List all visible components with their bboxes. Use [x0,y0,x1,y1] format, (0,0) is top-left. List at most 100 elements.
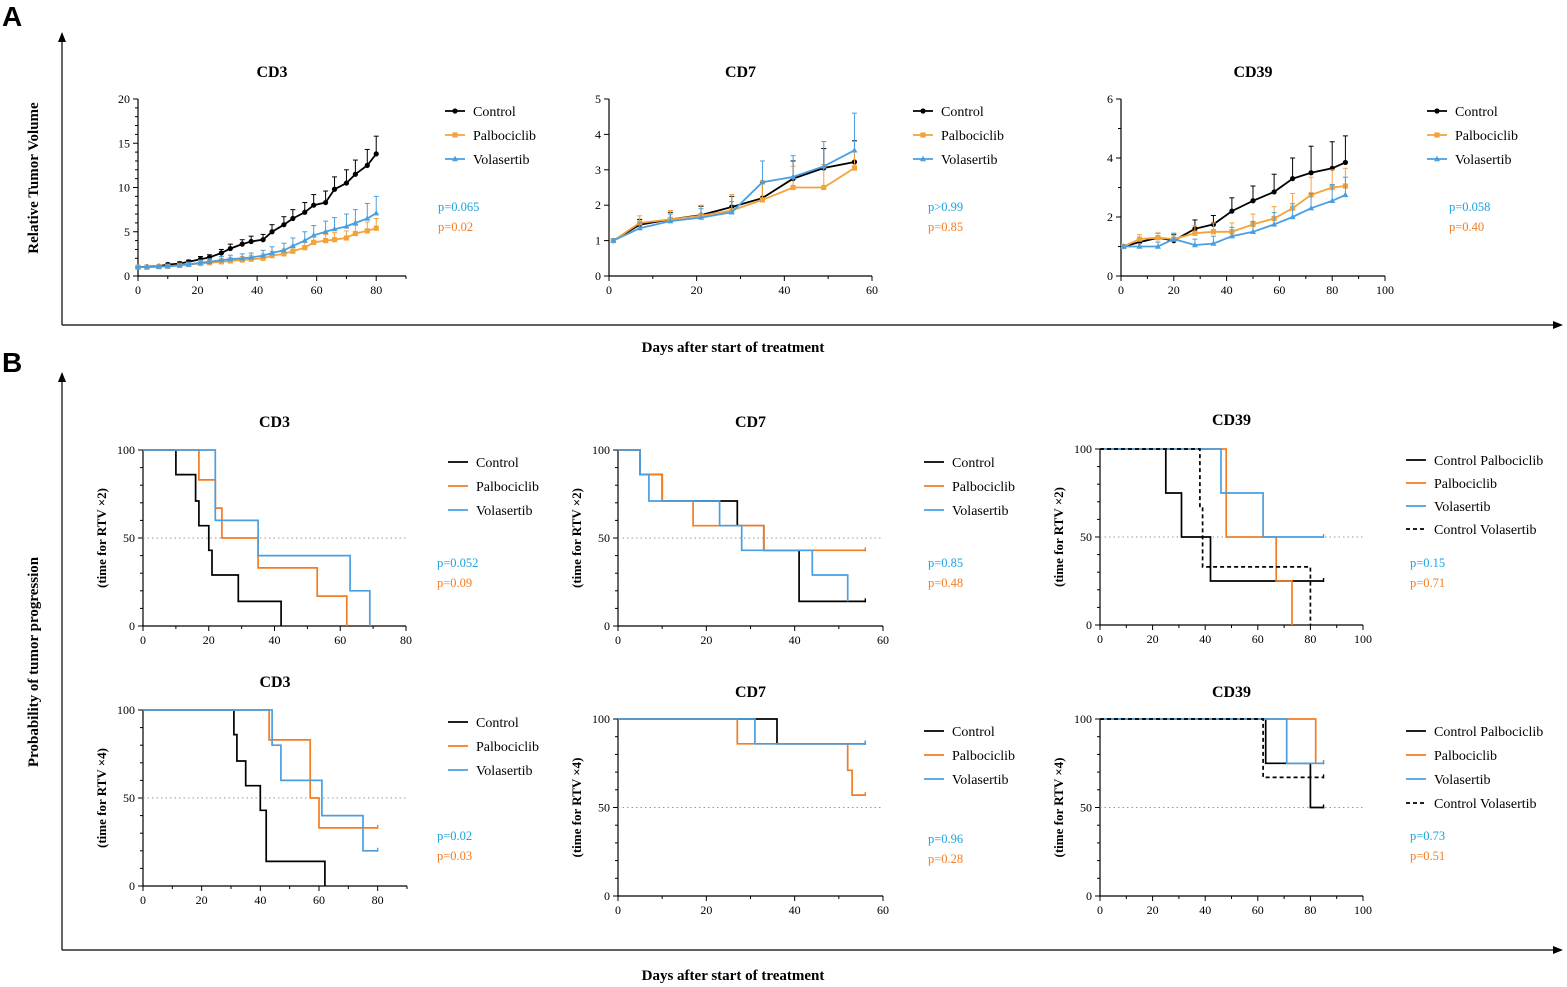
chart-b6-cd39-km-x4: CD39 0 20 40 60 80 100 0 50 100 (time for RTV ×4) C… [1051,684,1543,917]
series-line-control [137,153,377,268]
series-line-palbociclib [143,449,348,626]
legend-label: Volasertib [1434,773,1491,788]
p-value-palbociclib: p=0.40 [1449,220,1484,234]
data-point [331,225,338,232]
data-point [311,239,317,245]
data-point [373,225,379,231]
legend-label: Volasertib [476,504,533,519]
series-line-volasertib [1100,718,1324,765]
series-line-palbociclib [612,167,855,242]
series-control [143,449,282,626]
x-tick-label: 0 [1118,283,1124,297]
panel-b-frame-y-arrow [58,372,66,382]
legend-item-volasertib: Volasertib [1406,773,1491,788]
legend-item-control: Control [913,105,984,120]
x-tick-label: 40 [1199,632,1211,646]
legend-label: Palbociclib [1434,749,1497,764]
data-point [343,180,350,186]
data-point [364,162,370,168]
x-tick-label: 0 [606,283,612,297]
legend-label: Palbociclib [952,480,1015,495]
y-tick-label: 1 [595,234,601,248]
legend-label: Volasertib [473,153,530,168]
x-tick-label: 60 [313,893,325,907]
data-point [1342,159,1348,166]
x-tick-label: 40 [1221,283,1233,297]
legend-marker [1434,155,1440,162]
legend-item-palbociclib: Palbociclib [1427,129,1518,144]
y-tick-label: 50 [1080,801,1092,815]
series-volasertib [143,709,379,852]
x-tick-label: 20 [196,893,208,907]
data-point [698,214,705,220]
x-tick-label: 20 [1168,283,1180,297]
data-point [1170,235,1177,242]
data-point [790,173,797,180]
y-tick-label: 4 [1107,151,1113,165]
legend-item-control: Control [448,716,519,731]
x-tick-label: 40 [254,893,266,907]
y-axis-label: (time for RTV ×2) [1051,487,1066,587]
series-palbociclib [610,140,858,244]
y-axis-label: (time for RTV ×4) [94,748,109,848]
panel-letter-b: B [2,347,22,378]
panel-a-x-label: Days after start of treatment [642,340,825,356]
data-point [206,258,213,265]
legend-label: Control Volasertib [1434,797,1537,812]
legend-label: Volasertib [1434,500,1491,515]
series-line-volasertib [618,718,866,745]
x-tick-label: 20 [700,903,712,917]
x-tick-label: 60 [877,633,889,647]
legend-item-palbociclib: Palbociclib [924,480,1015,495]
x-tick-label: 20 [203,633,215,647]
chart-title: CD39 [1212,412,1251,429]
panel-b-x-label: Days after start of treatment [642,968,825,984]
y-tick-label: 50 [123,531,135,545]
data-point [1271,189,1277,195]
legend-item-volasertib: Volasertib [448,504,533,519]
y-tick-label: 100 [1074,442,1092,456]
y-tick-label: 3 [595,163,601,177]
data-point [322,228,329,234]
data-point [227,245,233,252]
panel-a-frame-y-arrow [58,32,66,42]
legend-item-control-volasertib: Control Volasertib [1406,523,1537,538]
data-point [1154,243,1161,249]
x-tick-label: 40 [789,633,801,647]
legend-item-volasertib: Volasertib [1427,153,1512,168]
legend-item-control: Control [448,456,519,471]
data-point [218,256,225,263]
series-control [1121,135,1348,250]
legend-label: Palbociclib [476,480,539,495]
p-value-palbociclib: p=0.03 [437,849,472,863]
legend-label: Control [476,716,519,731]
legend-item-palbociclib: Palbociclib [1406,477,1497,492]
x-tick-label: 80 [400,633,412,647]
y-tick-label: 2 [1107,210,1113,224]
data-point [1120,243,1127,249]
legend-label: Control [1455,105,1498,120]
data-point [343,223,350,229]
data-point [289,242,296,249]
data-point [1329,197,1336,203]
series-control [618,718,867,745]
chart-title: CD3 [259,674,290,691]
y-tick-label: 50 [1080,530,1092,544]
y-axis-label: (time for RTV ×2) [569,488,584,588]
data-point [1290,176,1296,182]
legend-item-volasertib: Volasertib [924,504,1009,519]
legend-item-control-volasertib: Control Volasertib [1406,797,1537,812]
panel-a-y-label: Relative Tumor Volume [26,102,42,254]
x-tick-label: 80 [370,283,382,297]
x-tick-label: 0 [615,903,621,917]
x-tick-label: 40 [778,283,790,297]
p-value-volasertib: p=0.73 [1410,829,1445,843]
y-tick-label: 15 [118,136,130,150]
data-point [759,178,766,185]
series-line-volasertib [613,149,855,242]
data-point [1250,228,1256,234]
y-tick-label: 0 [124,269,130,283]
panel-a-frame-x-arrow [1553,321,1563,329]
legend-item-volasertib: Volasertib [448,764,533,779]
